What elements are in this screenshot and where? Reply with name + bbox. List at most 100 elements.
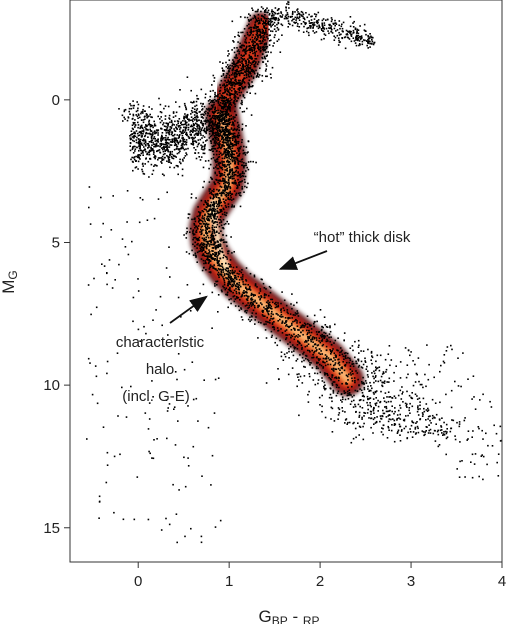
scatter-point	[307, 337, 309, 339]
scatter-point	[179, 89, 181, 91]
scatter-point	[207, 125, 210, 127]
scatter-point	[223, 182, 225, 185]
scatter-point	[191, 125, 194, 128]
scatter-point	[143, 110, 146, 112]
scatter-point	[200, 113, 202, 116]
scatter-point	[214, 254, 216, 257]
scatter-point	[193, 134, 196, 136]
scatter-point	[353, 40, 356, 42]
scatter-point	[226, 99, 228, 102]
scatter-point	[142, 154, 144, 156]
scatter-point	[168, 156, 171, 158]
scatter-point	[190, 133, 192, 136]
scatter-point	[279, 318, 281, 321]
scatter-point	[434, 417, 436, 419]
scatter-point	[218, 263, 220, 265]
scatter-point	[198, 156, 200, 158]
scatter-point	[294, 318, 297, 321]
scatter-point	[246, 288, 248, 290]
scatter-point	[196, 120, 198, 123]
scatter-point	[251, 293, 254, 296]
scatter-point	[160, 139, 162, 141]
scatter-point	[225, 269, 228, 272]
scatter-point	[313, 351, 315, 354]
scatter-point	[200, 230, 203, 232]
scatter-point	[319, 353, 322, 355]
scatter-point	[137, 168, 139, 170]
scatter-point	[222, 177, 224, 180]
scatter-point	[275, 18, 278, 20]
scatter-point	[230, 193, 233, 195]
scatter-point	[212, 215, 215, 218]
scatter-point	[273, 321, 275, 323]
scatter-point	[263, 55, 266, 58]
scatter-point	[276, 26, 279, 29]
scatter-point	[237, 288, 240, 291]
scatter-point	[396, 414, 399, 416]
scatter-point	[296, 322, 298, 324]
scatter-point	[222, 144, 224, 146]
scatter-point	[345, 383, 348, 385]
scatter-point	[140, 136, 143, 138]
scatter-point	[219, 218, 222, 221]
scatter-point	[136, 136, 138, 139]
scatter-point	[410, 424, 413, 427]
scatter-point	[167, 131, 169, 134]
scatter-point	[309, 364, 311, 366]
scatter-point	[311, 337, 313, 340]
scatter-point	[237, 147, 239, 150]
scatter-point	[367, 376, 369, 378]
scatter-point	[228, 121, 231, 124]
scatter-point	[383, 382, 386, 384]
scatter-point	[218, 211, 221, 214]
scatter-point	[338, 31, 340, 34]
scatter-point	[139, 147, 141, 150]
scatter-point	[202, 166, 205, 169]
scatter-point	[223, 180, 225, 182]
scatter-point	[229, 129, 231, 131]
scatter-point	[219, 162, 221, 164]
scatter-point	[210, 234, 212, 237]
scatter-point	[132, 104, 134, 107]
scatter-point	[194, 149, 197, 151]
scatter-point	[312, 356, 315, 359]
scatter-point	[387, 391, 390, 393]
scatter-point	[372, 36, 374, 39]
scatter-point	[186, 76, 189, 78]
scatter-point	[371, 372, 373, 374]
scatter-point	[362, 39, 365, 41]
scatter-point	[309, 22, 312, 25]
scatter-point	[196, 97, 199, 100]
scatter-point	[393, 395, 396, 397]
scatter-point	[202, 102, 204, 105]
scatter-point	[93, 277, 95, 280]
scatter-point	[252, 309, 255, 312]
scatter-point	[214, 258, 216, 260]
scatter-point	[208, 205, 211, 207]
scatter-point	[157, 115, 159, 118]
scatter-point	[213, 196, 215, 199]
scatter-point	[340, 33, 342, 36]
scatter-point	[174, 155, 176, 158]
scatter-point	[308, 13, 310, 16]
scatter-point	[287, 325, 289, 328]
scatter-point	[335, 377, 338, 380]
scatter-point	[251, 44, 254, 46]
scatter-point	[387, 425, 389, 428]
scatter-point	[307, 358, 309, 361]
scatter-point	[243, 71, 246, 73]
scatter-point	[323, 33, 326, 35]
scatter-point	[356, 30, 358, 32]
scatter-point	[236, 100, 238, 102]
scatter-point	[148, 151, 151, 154]
scatter-point	[224, 102, 227, 104]
scatter-point	[323, 22, 326, 24]
scatter-point	[259, 298, 261, 301]
scatter-point	[349, 357, 351, 360]
scatter-point	[218, 121, 221, 123]
scatter-point	[343, 332, 346, 334]
scatter-point	[329, 363, 332, 366]
scatter-point	[200, 119, 202, 122]
scatter-point	[192, 131, 194, 134]
scatter-point	[234, 298, 237, 300]
